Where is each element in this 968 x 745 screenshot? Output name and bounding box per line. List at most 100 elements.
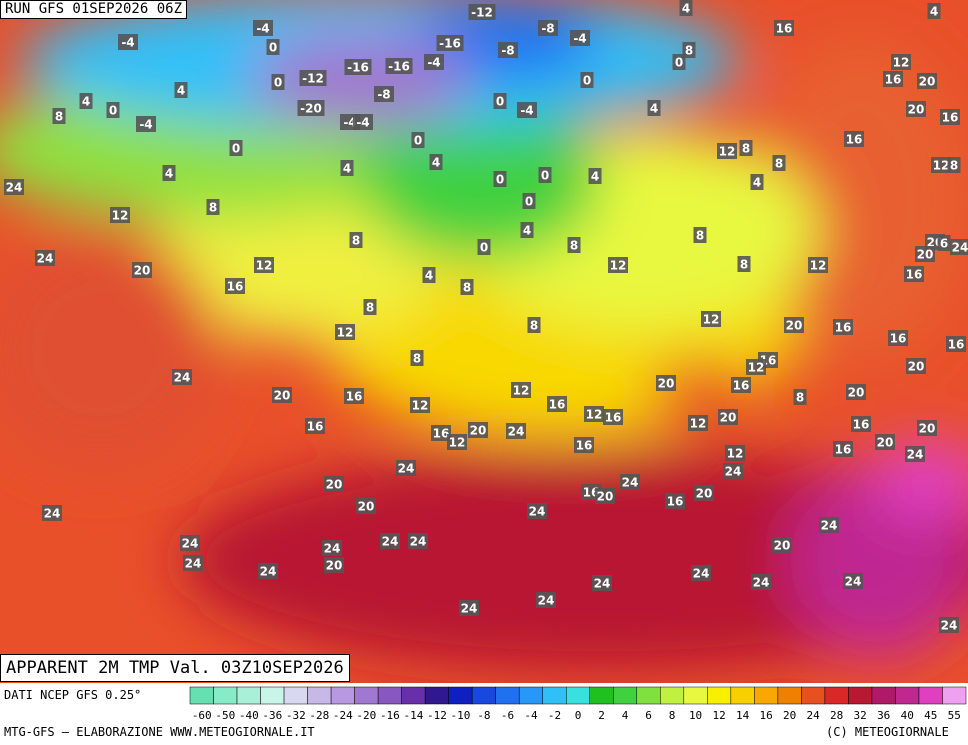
label-box: [851, 416, 871, 432]
label-box: [324, 557, 344, 573]
label-box: [132, 262, 152, 278]
colorbar-swatch: [424, 686, 449, 705]
temp-label: 12: [412, 399, 429, 413]
label-box: [833, 441, 853, 457]
label-box: [725, 445, 745, 461]
label-box: [746, 359, 766, 375]
temp-label: 24: [398, 462, 415, 476]
temp-label: 0: [541, 169, 549, 183]
temp-label: 16: [776, 22, 793, 36]
colorbar-swatch: [565, 686, 591, 705]
label-box: [408, 533, 428, 549]
temp-label: 8: [696, 229, 704, 243]
colorbar-tick-label: 0: [575, 709, 582, 722]
label-box: [584, 406, 604, 422]
colorbar-swatch: [260, 686, 285, 705]
temp-label: 12: [703, 313, 720, 327]
temp-label: 16: [948, 338, 965, 352]
label-box: [517, 102, 537, 118]
temp-label: 4: [425, 269, 433, 283]
label-box: [385, 58, 413, 74]
label-box: [493, 93, 507, 109]
temp-label: 4: [165, 167, 173, 181]
label-box: [751, 574, 771, 590]
label-box: [180, 535, 200, 551]
temp-label: 20: [786, 319, 803, 333]
colorbar-tick-label: -24: [333, 709, 353, 722]
temp-label: 20: [274, 389, 291, 403]
temp-label: 24: [37, 252, 54, 266]
temp-label: 12: [610, 259, 627, 273]
temp-label: 16: [346, 390, 363, 404]
temp-label: 12: [690, 417, 707, 431]
colorbar-tick-label: 45: [924, 709, 937, 722]
label-box: [694, 485, 714, 501]
temperature-field: [0, 0, 968, 670]
label-box: [118, 34, 138, 50]
label-box: [574, 437, 594, 453]
label-box: [647, 100, 661, 116]
label-box: [905, 446, 925, 462]
temp-label: 12: [727, 447, 744, 461]
colorbar-swatch: [848, 686, 873, 705]
temp-label: -8: [377, 88, 390, 102]
label-box: [772, 155, 786, 171]
label-box: [843, 573, 863, 589]
label-box: [340, 160, 354, 176]
colorbar-tick-label: -4: [524, 709, 538, 722]
temp-label: 16: [307, 420, 324, 434]
label-box: [520, 222, 534, 238]
temp-label: 12: [748, 361, 765, 375]
label-box: [468, 4, 496, 20]
temp-label: 24: [952, 241, 968, 255]
temp-label: 24: [622, 476, 639, 490]
temp-label: 24: [753, 576, 770, 590]
label-box: [344, 388, 364, 404]
credit: MTG-GFS — ELABORAZIONE WWW.METEOGIORNALE…: [4, 725, 315, 739]
label-box: [672, 54, 686, 70]
temp-label: 0: [525, 195, 533, 209]
label-box: [498, 42, 518, 58]
temp-label: 4: [930, 5, 938, 19]
label-box: [431, 425, 451, 441]
label-box: [254, 257, 274, 273]
colorbar-tick-label: -12: [427, 709, 447, 722]
label-box: [592, 575, 612, 591]
label-box: [750, 174, 764, 190]
label-box: [459, 600, 479, 616]
label-box: [468, 422, 488, 438]
temp-label: 8: [740, 258, 748, 272]
colorbar-tick-label: 4: [622, 709, 629, 722]
temp-label: -8: [541, 22, 554, 36]
temp-label: 12: [449, 436, 466, 450]
temp-label: 20: [877, 436, 894, 450]
colorbar-tick-label: 8: [669, 709, 676, 722]
temp-label: 8: [950, 159, 958, 173]
temp-label: 16: [576, 439, 593, 453]
colorbar-swatch: [660, 686, 685, 705]
label-box: [271, 74, 285, 90]
colorbar-swatch: [377, 686, 402, 705]
colorbar-tick-label: 55: [948, 709, 961, 722]
colorbar-tick-label: 32: [854, 709, 867, 722]
colorbar-tick-label: 40: [901, 709, 914, 722]
label-box: [349, 232, 363, 248]
temp-label: 20: [919, 422, 936, 436]
temp-label: 0: [274, 76, 282, 90]
label-box: [608, 257, 628, 273]
label-box: [183, 555, 203, 571]
label-box: [682, 42, 696, 58]
colorbar-swatch: [401, 686, 426, 705]
colorbar-tick-label: -36: [262, 709, 282, 722]
label-box: [723, 463, 743, 479]
label-box: [875, 434, 895, 450]
temp-label: 24: [941, 619, 958, 633]
label-box: [570, 30, 590, 46]
label-box: [939, 617, 959, 633]
colorbar-tick-label: -14: [403, 709, 423, 722]
temp-label: 0: [675, 56, 683, 70]
label-box: [225, 278, 245, 294]
temp-label: 12: [256, 259, 273, 273]
label-box: [229, 140, 243, 156]
